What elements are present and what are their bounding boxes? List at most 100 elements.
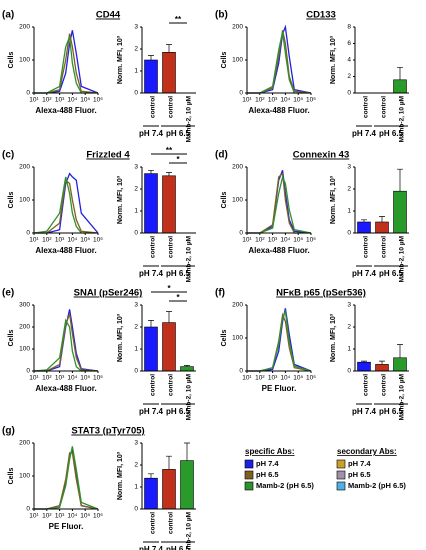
y-tick-label: 4 xyxy=(347,57,351,64)
category-label: control xyxy=(150,96,157,118)
y-tick-label: 2 xyxy=(347,186,351,193)
y-axis-label: Norm. MFI, 10³ xyxy=(330,35,337,84)
histogram-curve xyxy=(247,31,311,94)
bar xyxy=(357,361,371,372)
y-tick-label: 200 xyxy=(19,24,30,31)
category-label: control xyxy=(150,236,157,258)
y-tick-label: 1 xyxy=(134,484,138,491)
legend-label: pH 7.4 xyxy=(256,459,279,468)
y-tick-label: 2 xyxy=(134,462,138,469)
y-tick-label: 0 xyxy=(239,368,243,375)
y-axis-label: Norm. MFI, 10³ xyxy=(117,451,124,500)
category-label: control xyxy=(363,96,370,118)
bar xyxy=(180,366,194,372)
error-bar xyxy=(184,442,190,461)
panel-label: (g) xyxy=(2,426,15,437)
legend-swatch xyxy=(244,481,254,491)
x-tick-label: 10³ xyxy=(55,513,65,520)
error-bar xyxy=(184,365,190,367)
y-tick-label: 2 xyxy=(134,46,138,53)
group-label: pH 6.5 xyxy=(379,407,404,416)
group-label: pH 6.5 xyxy=(166,407,191,416)
category-label: control xyxy=(381,96,388,118)
x-tick-label: 10³ xyxy=(268,237,278,244)
bar xyxy=(144,477,158,510)
y-tick-label: 0 xyxy=(347,90,351,97)
error-bar xyxy=(148,55,154,60)
error-bar xyxy=(379,216,385,222)
x-tick-label: 10¹ xyxy=(242,97,252,104)
x-tick-label: 10² xyxy=(255,97,265,104)
bar xyxy=(162,469,176,510)
x-tick-label: 10¹ xyxy=(29,513,39,520)
category-label: Mamb-2, 10 µM xyxy=(186,96,193,142)
y-tick-label: 0 xyxy=(134,368,138,375)
legend-swatch xyxy=(336,470,346,480)
x-axis-label: PE Fluor. xyxy=(262,384,297,393)
legend-title: secondary Abs: xyxy=(337,447,397,456)
y-tick-label: 0 xyxy=(26,90,30,97)
y-tick-label: 0 xyxy=(26,368,30,375)
y-tick-label: 1 xyxy=(134,68,138,75)
y-axis-label: Cells xyxy=(8,52,15,69)
group-label: pH 7.4 xyxy=(139,407,164,416)
category-label: control xyxy=(363,374,370,396)
x-tick-label: 10¹ xyxy=(29,97,39,104)
group-label: pH 7.4 xyxy=(352,407,377,416)
category-label: control xyxy=(363,236,370,258)
x-axis-label: Alexa-488 Fluor. xyxy=(248,106,309,115)
y-axis-label: Cells xyxy=(8,468,15,485)
histogram-curve xyxy=(247,172,311,234)
y-tick-label: 3 xyxy=(134,302,138,309)
category-label: control xyxy=(168,512,175,534)
y-tick-label: 0 xyxy=(134,230,138,237)
bar xyxy=(144,59,158,94)
category-label: control xyxy=(168,96,175,118)
group-label: pH 7.4 xyxy=(139,129,164,138)
x-tick-label: 10⁴ xyxy=(280,237,290,244)
y-tick-label: 3 xyxy=(134,440,138,447)
x-tick-label: 10⁶ xyxy=(93,375,103,382)
error-bar xyxy=(148,320,154,327)
error-bar xyxy=(166,172,172,176)
y-tick-label: 1 xyxy=(134,346,138,353)
x-tick-label: 10⁴ xyxy=(67,513,77,520)
x-tick-label: 10² xyxy=(42,513,52,520)
y-tick-label: 0 xyxy=(239,90,243,97)
significance-label: * xyxy=(176,155,180,164)
error-bar xyxy=(397,168,403,192)
x-tick-label: 10¹ xyxy=(29,237,39,244)
error-bar xyxy=(361,219,367,222)
x-axis-label: PE Fluor. xyxy=(49,522,84,531)
significance-label: ** xyxy=(166,146,173,155)
group-label: pH 7.4 xyxy=(352,269,377,278)
panel-title: CD44 xyxy=(96,10,121,21)
histogram-curve xyxy=(34,172,99,234)
histogram-curve xyxy=(247,170,312,234)
histogram-curve xyxy=(34,309,99,372)
panel-label: (c) xyxy=(2,150,14,161)
error-bar xyxy=(148,473,154,479)
x-tick-label: 10² xyxy=(42,375,52,382)
histogram-curve xyxy=(247,309,312,372)
y-tick-label: 100 xyxy=(19,473,30,480)
x-tick-label: 10¹ xyxy=(242,237,252,244)
x-tick-label: 10² xyxy=(255,237,265,244)
axes xyxy=(246,27,311,94)
x-tick-label: 10³ xyxy=(55,97,65,104)
x-tick-label: 10⁶ xyxy=(306,97,316,104)
y-tick-label: 200 xyxy=(19,440,30,447)
group-label: pH 6.5 xyxy=(379,269,404,278)
x-tick-label: 10¹ xyxy=(29,375,39,382)
y-tick-label: 3 xyxy=(134,24,138,31)
x-tick-label: 10⁶ xyxy=(306,237,316,244)
y-tick-label: 2 xyxy=(347,324,351,331)
y-tick-label: 0 xyxy=(239,230,243,237)
y-tick-label: 300 xyxy=(19,302,30,309)
x-axis-label: Alexa-488 Fluor. xyxy=(248,246,309,255)
y-axis-label: Cells xyxy=(8,330,15,347)
y-tick-label: 3 xyxy=(347,164,351,171)
group-label: pH 6.5 xyxy=(166,129,191,138)
bar xyxy=(180,460,194,510)
y-tick-label: 3 xyxy=(347,302,351,309)
